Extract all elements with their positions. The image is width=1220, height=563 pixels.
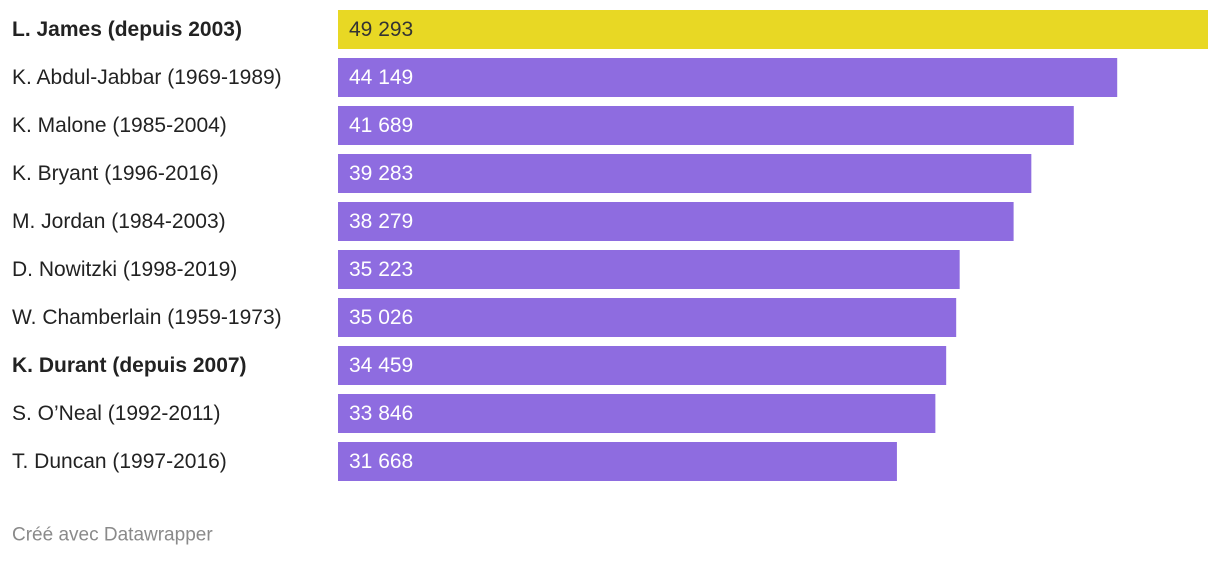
bar <box>338 10 1208 49</box>
bar <box>338 394 936 433</box>
bar <box>338 202 1014 241</box>
category-label: K. Abdul-Jabbar (1969-1989) <box>12 66 282 89</box>
category-label: K. Bryant (1996-2016) <box>12 162 219 185</box>
credit: Créé avec Datawrapper <box>12 525 213 546</box>
bar <box>338 106 1074 145</box>
value-label: 35 026 <box>349 306 413 329</box>
bar <box>338 298 957 337</box>
value-label: 41 689 <box>349 114 413 137</box>
category-label: K. Durant (depuis 2007) <box>12 354 247 377</box>
bar <box>338 346 947 385</box>
category-label: S. O’Neal (1992-2011) <box>12 402 221 425</box>
bar <box>338 154 1032 193</box>
value-label: 34 459 <box>349 354 413 377</box>
value-label: 49 293 <box>349 18 413 41</box>
value-label: 38 279 <box>349 210 413 233</box>
value-label: 33 846 <box>349 402 413 425</box>
bar <box>338 442 897 481</box>
category-label: D. Nowitzki (1998-2019) <box>12 258 237 281</box>
category-label: K. Malone (1985-2004) <box>12 114 227 137</box>
category-label: T. Duncan (1997-2016) <box>12 450 227 473</box>
value-label: 35 223 <box>349 258 413 281</box>
category-label: W. Chamberlain (1959-1973) <box>12 306 282 329</box>
bar <box>338 58 1118 97</box>
value-label: 44 149 <box>349 66 413 89</box>
bar <box>338 250 960 289</box>
value-label: 39 283 <box>349 162 413 185</box>
value-label: 31 668 <box>349 450 413 473</box>
category-label: L. James (depuis 2003) <box>12 18 242 41</box>
category-label: M. Jordan (1984-2003) <box>12 210 226 233</box>
